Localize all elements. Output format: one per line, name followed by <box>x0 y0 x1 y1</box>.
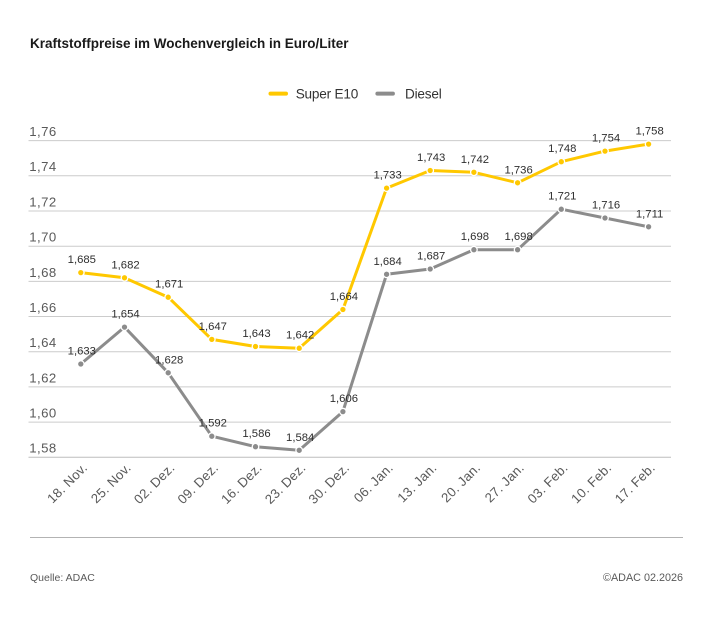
svg-text:1,684: 1,684 <box>373 256 401 268</box>
svg-text:1,748: 1,748 <box>548 143 576 155</box>
svg-text:1,721: 1,721 <box>548 191 576 203</box>
svg-text:1,698: 1,698 <box>504 231 532 243</box>
svg-text:Super E10: Super E10 <box>296 87 359 102</box>
svg-text:1,72: 1,72 <box>29 194 56 209</box>
svg-text:1,754: 1,754 <box>592 133 620 145</box>
svg-text:1,62: 1,62 <box>29 370 56 385</box>
svg-text:1,711: 1,711 <box>636 208 663 220</box>
svg-text:1,584: 1,584 <box>286 432 314 444</box>
svg-text:1,76: 1,76 <box>29 124 56 139</box>
svg-text:1,68: 1,68 <box>29 265 56 280</box>
svg-text:1,647: 1,647 <box>199 321 227 333</box>
svg-text:1,66: 1,66 <box>29 300 56 315</box>
svg-text:1,682: 1,682 <box>111 259 139 271</box>
svg-text:1,716: 1,716 <box>592 200 620 212</box>
svg-text:1,736: 1,736 <box>504 164 532 176</box>
svg-text:Quelle: ADAC: Quelle: ADAC <box>30 572 95 584</box>
svg-text:1,643: 1,643 <box>242 328 270 340</box>
svg-text:1,742: 1,742 <box>461 154 489 166</box>
svg-text:©ADAC 02.2026: ©ADAC 02.2026 <box>603 572 683 584</box>
svg-text:1,606: 1,606 <box>330 393 358 405</box>
svg-text:Kraftstoffpreise im Wochenverg: Kraftstoffpreise im Wochenvergleich in E… <box>30 36 349 51</box>
svg-text:1,687: 1,687 <box>417 251 445 263</box>
svg-text:1,628: 1,628 <box>155 354 183 366</box>
svg-text:1,733: 1,733 <box>373 170 401 182</box>
svg-text:1,671: 1,671 <box>155 279 183 291</box>
svg-text:1,758: 1,758 <box>635 126 663 138</box>
svg-text:1,743: 1,743 <box>417 152 445 164</box>
svg-text:1,642: 1,642 <box>286 330 314 342</box>
svg-text:1,654: 1,654 <box>111 309 139 321</box>
svg-text:1,60: 1,60 <box>29 406 56 421</box>
svg-text:1,698: 1,698 <box>461 231 489 243</box>
svg-text:1,592: 1,592 <box>199 418 227 430</box>
svg-text:1,58: 1,58 <box>29 441 56 456</box>
svg-text:1,664: 1,664 <box>330 291 358 303</box>
svg-text:Diesel: Diesel <box>405 87 442 102</box>
svg-text:1,64: 1,64 <box>29 335 56 350</box>
svg-text:1,74: 1,74 <box>29 159 56 174</box>
svg-text:1,633: 1,633 <box>68 346 96 358</box>
svg-text:1,70: 1,70 <box>29 230 56 245</box>
svg-text:1,586: 1,586 <box>242 428 270 440</box>
svg-text:1,685: 1,685 <box>68 254 96 266</box>
